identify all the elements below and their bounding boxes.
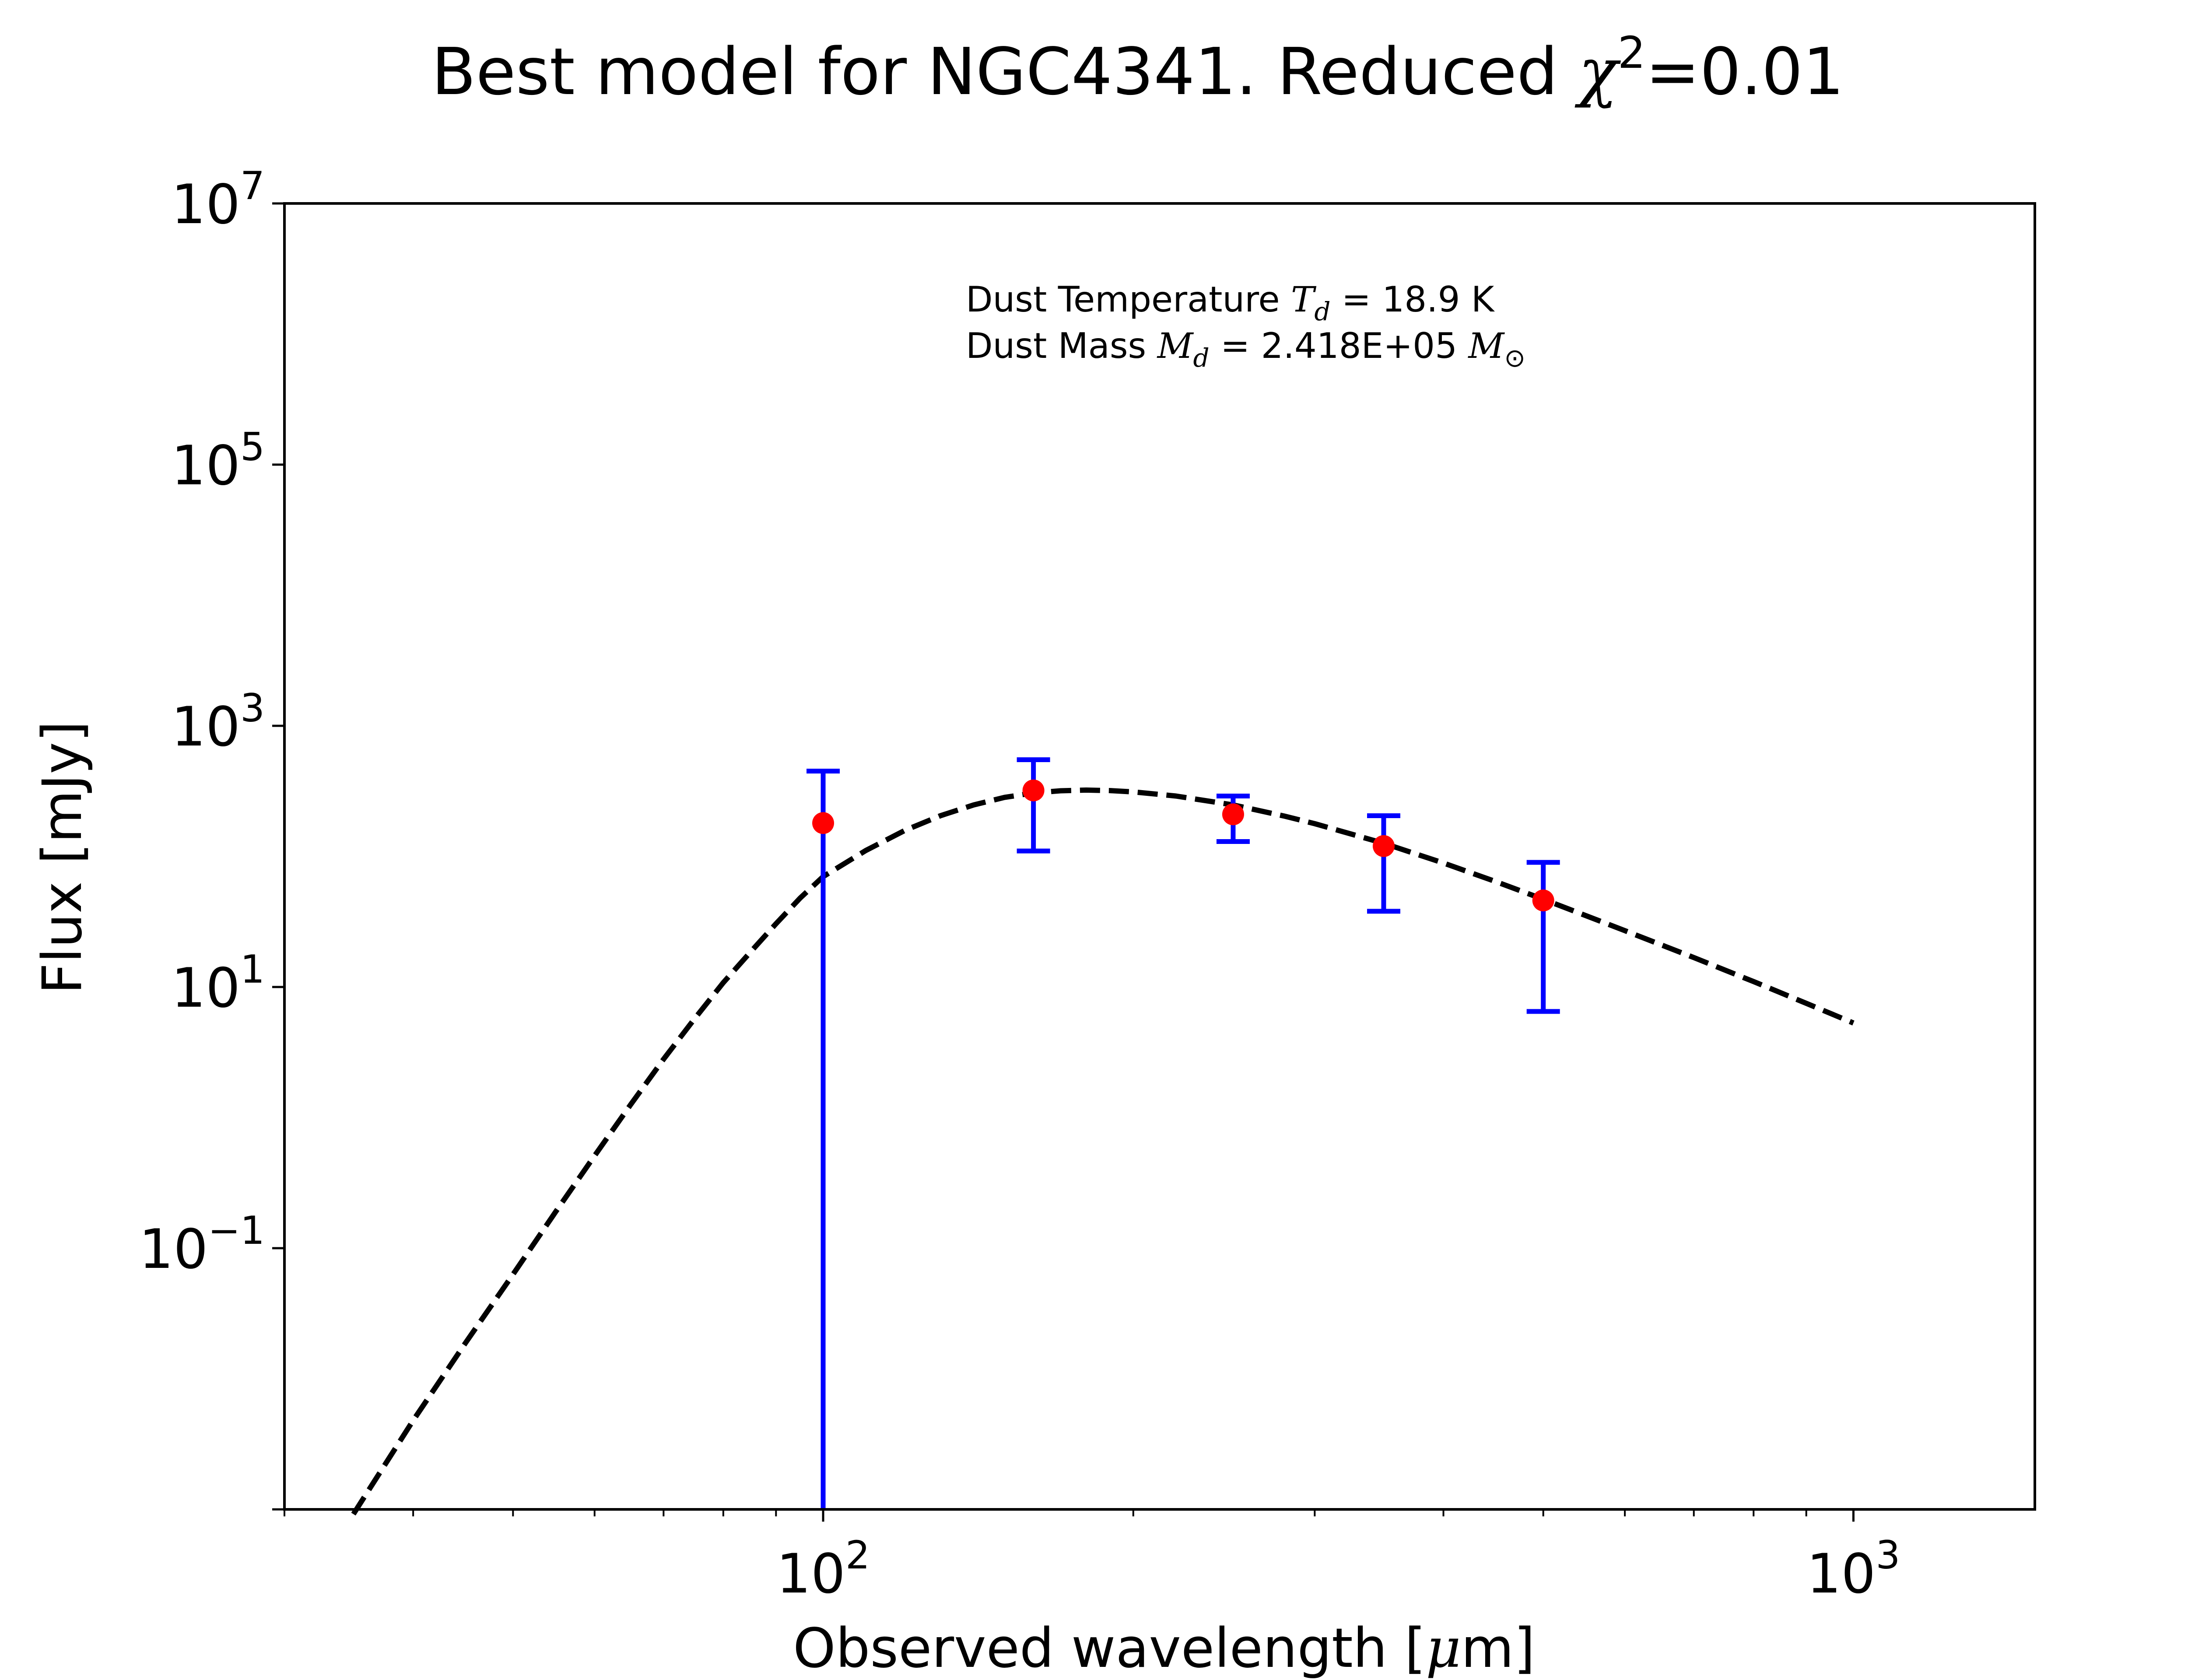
data-point-2 xyxy=(1022,779,1045,802)
x-tick-label: 102 xyxy=(776,1533,870,1606)
annotation-dust-temperature: Dust Temperature Td = 18.9 K xyxy=(966,279,1495,326)
point-layer xyxy=(812,779,1554,912)
plot-frame xyxy=(283,202,2036,1511)
data-point-4 xyxy=(1372,835,1395,857)
data-point-5 xyxy=(1532,889,1554,912)
model-curve xyxy=(351,787,1855,1516)
y-tick-label: 107 xyxy=(171,163,265,236)
y-tick-label: 103 xyxy=(171,686,265,759)
errorbar-layer xyxy=(806,757,1560,1509)
model-layer xyxy=(351,787,1855,1516)
data-point-3 xyxy=(1222,803,1244,826)
x-axis-label: Observed wavelength [μm] xyxy=(793,1617,1535,1680)
tick-layer: 102 103 10−1 101 103 105 107 xyxy=(139,163,1900,1606)
data-point-1 xyxy=(812,812,835,834)
y-tick-label: 101 xyxy=(171,947,265,1020)
chart-title: Best model for NGC4341. Reduced χ2=0.01 xyxy=(431,27,1844,109)
x-tick-label: 103 xyxy=(1807,1533,1900,1606)
y-axis-label: Flux [mJy] xyxy=(31,721,94,994)
y-tick-label: 105 xyxy=(171,424,265,497)
y-tick-label: 10−1 xyxy=(139,1208,265,1281)
annotation-dust-mass: Dust Mass Md = 2.418E+05 M⊙ xyxy=(966,326,1525,373)
